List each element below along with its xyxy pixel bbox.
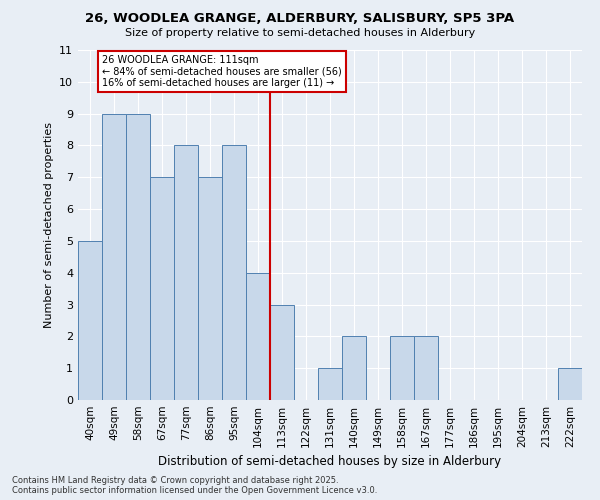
Bar [78,241,102,400]
Text: 26 WOODLEA GRANGE: 111sqm
← 84% of semi-detached houses are smaller (56)
16% of : 26 WOODLEA GRANGE: 111sqm ← 84% of semi-… [102,55,342,88]
Bar [390,336,414,400]
Text: Size of property relative to semi-detached houses in Alderbury: Size of property relative to semi-detach… [125,28,475,38]
Bar [558,368,582,400]
Text: 26, WOODLEA GRANGE, ALDERBURY, SALISBURY, SP5 3PA: 26, WOODLEA GRANGE, ALDERBURY, SALISBURY… [85,12,515,26]
Bar [150,178,174,400]
Bar [246,272,270,400]
X-axis label: Distribution of semi-detached houses by size in Alderbury: Distribution of semi-detached houses by … [158,456,502,468]
Bar [414,336,438,400]
Bar [198,178,222,400]
Bar [174,146,198,400]
Bar [126,114,150,400]
Bar [102,114,126,400]
Bar [318,368,342,400]
Bar [222,146,246,400]
Bar [270,304,294,400]
Text: Contains HM Land Registry data © Crown copyright and database right 2025.
Contai: Contains HM Land Registry data © Crown c… [12,476,377,495]
Y-axis label: Number of semi-detached properties: Number of semi-detached properties [44,122,53,328]
Bar [342,336,366,400]
